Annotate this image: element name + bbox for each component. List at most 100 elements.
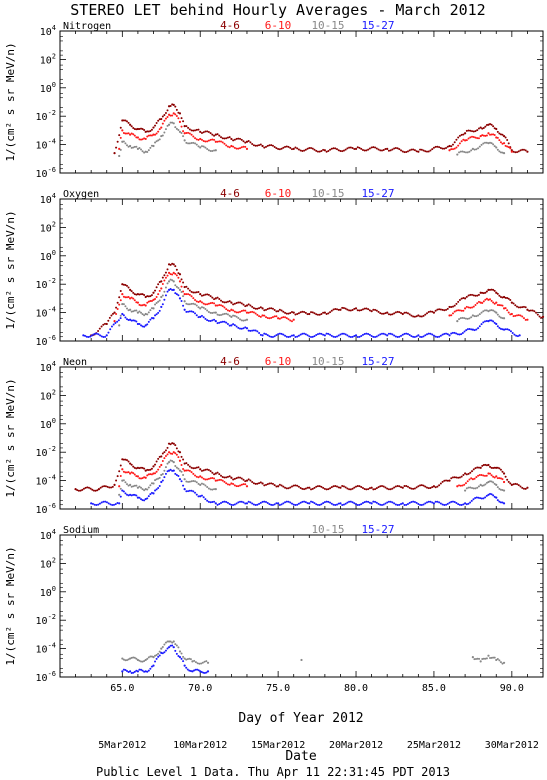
data-point [195,300,198,303]
data-point [396,336,399,339]
data-point [471,470,474,473]
data-point [446,502,449,505]
data-point [415,501,418,504]
data-point [485,141,488,144]
data-point [506,145,509,148]
data-point [155,654,158,657]
plot-frame [59,30,544,174]
data-point [451,312,454,315]
data-point [187,142,190,145]
data-point [536,313,539,316]
data-point [455,138,458,141]
data-point [462,473,465,476]
x-tick-label: 85.0 [422,683,446,694]
data-point [280,316,283,319]
data-point [233,310,236,313]
data-point [310,335,313,338]
data-point [471,656,474,659]
data-point [147,656,150,659]
data-point [303,332,306,335]
data-point [106,485,109,488]
data-point [166,647,169,650]
data-point [104,485,107,488]
data-point [235,315,238,318]
data-point [136,322,140,326]
y-tick-label: 104 [40,24,56,38]
data-point [297,312,300,315]
data-point [125,459,128,462]
data-point [496,292,499,295]
data-point [349,309,352,312]
data-point [136,127,140,131]
data-point [178,459,182,462]
data-point [119,464,122,467]
series-4-6 [74,442,529,492]
data-point [221,320,224,323]
y-axis-label: 1/(cm² s sr MeV/n) [4,378,17,497]
data-point [434,145,437,148]
data-point [438,335,441,338]
data-point [245,140,249,143]
data-point [351,487,354,490]
data-point [218,134,221,137]
data-point [273,145,276,148]
data-point [415,315,418,318]
data-point [232,139,235,142]
data-point [160,295,163,299]
data-point [441,333,444,336]
data-point [218,321,221,324]
data-point [403,503,406,506]
data-point [221,305,224,308]
data-point [171,114,174,117]
data-point [147,149,150,152]
data-point [237,301,240,304]
data-point [354,307,358,310]
data-point [158,299,161,302]
data-point [121,458,124,461]
data-point [211,138,214,141]
data-point [467,486,470,489]
data-point [285,145,288,148]
data-point [290,502,293,505]
data-point [485,309,488,312]
data-point [175,652,178,655]
data-point [471,314,474,317]
data-point [220,313,222,316]
data-point [451,500,454,503]
data-point [188,465,191,468]
data-point [188,669,191,672]
data-point [361,148,364,151]
data-point [459,150,462,153]
data-point [271,307,274,310]
data-point [335,148,338,151]
data-point [164,286,167,289]
data-point [76,489,79,492]
data-point [495,301,498,304]
data-point [140,466,143,469]
data-point [211,150,214,153]
data-point [174,472,177,475]
data-point [316,503,319,506]
data-point [121,119,124,122]
data-point [477,474,480,477]
series-10-15 [118,278,506,327]
data-point [178,112,182,115]
data-point [482,321,485,324]
data-point [374,335,377,338]
data-point [136,311,140,314]
data-point [149,295,152,298]
data-point [382,485,385,488]
data-point [157,293,160,296]
date-label: 10Mar2012 [173,740,227,751]
data-point [320,503,323,506]
data-point [277,502,280,505]
data-point [125,659,128,662]
data-point [484,483,487,486]
data-point [122,470,125,473]
data-point [144,295,147,299]
data-point [125,284,128,287]
data-point [171,279,174,282]
data-point [146,468,149,471]
data-point [510,312,513,316]
data-point [239,137,242,140]
